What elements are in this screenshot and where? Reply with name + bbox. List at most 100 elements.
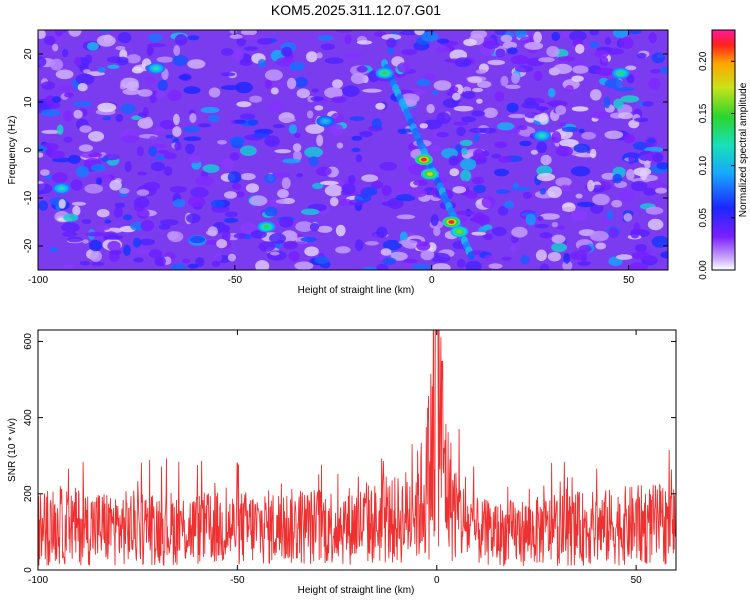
heatmap-blob (234, 119, 247, 124)
heatmap-blob (277, 189, 289, 199)
heatmap-blob (296, 173, 303, 178)
heatmap-blob (449, 168, 460, 177)
heatmap-blob (173, 113, 180, 126)
heatmap-blob (58, 199, 66, 209)
heatmap-blob (594, 49, 609, 58)
heatmap-blob (224, 211, 238, 218)
heatmap-blob (500, 34, 513, 43)
heatmap-blob (304, 246, 319, 257)
heatmap-blob (239, 60, 253, 66)
heatmap-blob (178, 74, 191, 80)
heatmap-blob (171, 263, 187, 270)
heatmap-blob (72, 101, 93, 107)
heatmap-blob (354, 193, 372, 203)
heatmap-blob (420, 250, 435, 261)
heatmap-blob (522, 191, 532, 199)
heatmap-blob (613, 30, 629, 38)
heatmap-blob (336, 142, 344, 149)
heatmap-blob (525, 213, 536, 226)
heatmap-blob (342, 85, 360, 97)
heatmap-blob (483, 233, 493, 241)
heatmap-blob (595, 67, 616, 77)
heatmap-blob (633, 206, 640, 212)
heatmap-y-ticks: -20 -10 0 10 20 (23, 48, 668, 253)
heatmap-blob (652, 152, 664, 163)
heatmap-blob (56, 85, 75, 92)
heatmap-blob (235, 191, 245, 198)
heatmap-blob (416, 79, 431, 87)
heatmap-blob (270, 251, 280, 256)
heatmap-blob (575, 193, 583, 199)
heatmap-blob (63, 110, 73, 122)
heatmap-blob (38, 30, 46, 39)
heatmap-blob (148, 146, 157, 157)
heatmap-y-tick-label: 20 (23, 48, 34, 60)
heatmap-blob (361, 174, 379, 182)
heatmap-blob (292, 143, 302, 152)
heatmap-blob (102, 116, 112, 121)
colorbar-tick-label: 0.05 (698, 208, 709, 228)
heatmap-blob (648, 32, 657, 44)
heatmap-blob (236, 101, 252, 108)
heatmap-blob (570, 251, 587, 261)
heatmap-blob (138, 238, 155, 246)
heatmap-blob (244, 46, 259, 51)
heatmap-blob (343, 52, 363, 58)
heatmap-hotspot (153, 66, 160, 71)
heatmap-blob (658, 66, 668, 74)
heatmap-blob (338, 198, 353, 206)
heatmap-hotspot (448, 220, 455, 224)
heatmap-blob (619, 189, 635, 202)
heatmap-blob (473, 184, 486, 194)
heatmap-blob (222, 229, 231, 242)
heatmap-streak-blob (467, 251, 475, 261)
heatmap-blob (89, 250, 102, 262)
heatmap-blob (98, 225, 110, 231)
heatmap-blob (571, 75, 584, 82)
heatmap-blob (581, 131, 597, 140)
snr-y-tick-label: 200 (23, 485, 34, 502)
heatmap-blob (380, 248, 392, 256)
heatmap-blob (74, 56, 82, 67)
heatmap-blob (456, 126, 466, 137)
heatmap-blob (459, 180, 469, 188)
heatmap-blob (167, 89, 182, 102)
heatmap-blob (634, 243, 648, 253)
heatmap-blob (126, 54, 141, 64)
heatmap-blob (557, 56, 576, 62)
heatmap-blob (143, 116, 153, 128)
heatmap-hotspot (263, 224, 270, 229)
heatmap-blob (448, 86, 459, 93)
heatmap-blob (540, 154, 552, 166)
heatmap-x-tick-label: -100 (28, 275, 48, 286)
heatmap-blob (650, 69, 661, 74)
heatmap-blob (239, 34, 259, 40)
heatmap-blob (72, 205, 81, 216)
heatmap-blob (91, 261, 105, 267)
heatmap-blob (224, 191, 237, 199)
heatmap-blob (604, 37, 612, 45)
heatmap-blob (472, 87, 484, 93)
heatmap-blob (147, 33, 164, 42)
heatmap-blob (577, 261, 591, 266)
heatmap-blob (249, 95, 263, 103)
heatmap-blob (467, 82, 475, 88)
heatmap-blob (221, 85, 241, 91)
heatmap-blob (131, 66, 144, 74)
heatmap-blob (113, 206, 123, 218)
heatmap-blob (174, 34, 188, 46)
heatmap-blob (120, 103, 136, 115)
heatmap-blob (207, 226, 218, 237)
heatmap-blob (257, 38, 273, 45)
heatmap-blob (119, 187, 130, 194)
colorbar-frame (711, 29, 736, 271)
heatmap-blob (511, 226, 528, 238)
snr-x-tick-label: -100 (28, 575, 48, 586)
heatmap-blob (84, 54, 93, 64)
heatmap-blob (244, 234, 252, 240)
snr-y-tick-label: 600 (23, 333, 34, 350)
heatmap-blob (644, 256, 658, 262)
heatmap-blob (495, 48, 506, 58)
heatmap-blob (213, 253, 223, 262)
heatmap-blob (294, 76, 309, 88)
